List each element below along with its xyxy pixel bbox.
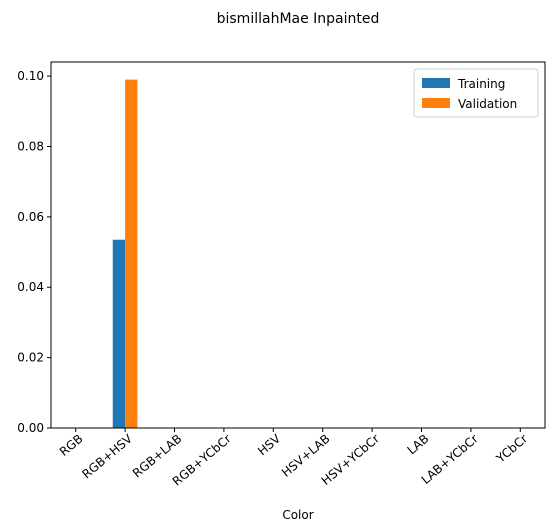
x-tick-label: HSV (255, 431, 284, 458)
legend: Training Validation (413, 68, 539, 118)
y-tick-label: 0.08 (17, 139, 44, 153)
y-tick-label: 0.04 (17, 280, 44, 294)
x-tick-label: RGB+HSV (79, 431, 135, 481)
y-axis-ticks: 0.00 0.02 0.04 0.06 0.08 0.10 (17, 69, 51, 435)
bar-training-1 (112, 239, 126, 428)
y-tick-label: 0.02 (17, 351, 44, 365)
legend-swatch-training (422, 78, 450, 88)
legend-swatch-validation (422, 98, 450, 108)
x-axis-label: Color (282, 508, 313, 522)
chart-title: bismillahMae Inpainted (217, 11, 380, 27)
x-tick-label: LAB (404, 432, 431, 458)
y-tick-label: 0.00 (17, 421, 44, 435)
legend-label-validation: Validation (458, 97, 517, 111)
bars-group (112, 79, 138, 428)
legend-label-training: Training (457, 77, 505, 91)
bar-validation-1 (125, 79, 138, 428)
plot-frame (50, 61, 546, 429)
y-tick-label: 0.06 (17, 210, 44, 224)
y-tick-label: 0.10 (17, 69, 44, 83)
x-tick-label: RGB (57, 432, 86, 459)
x-tick-label: YCbCr (493, 432, 530, 467)
